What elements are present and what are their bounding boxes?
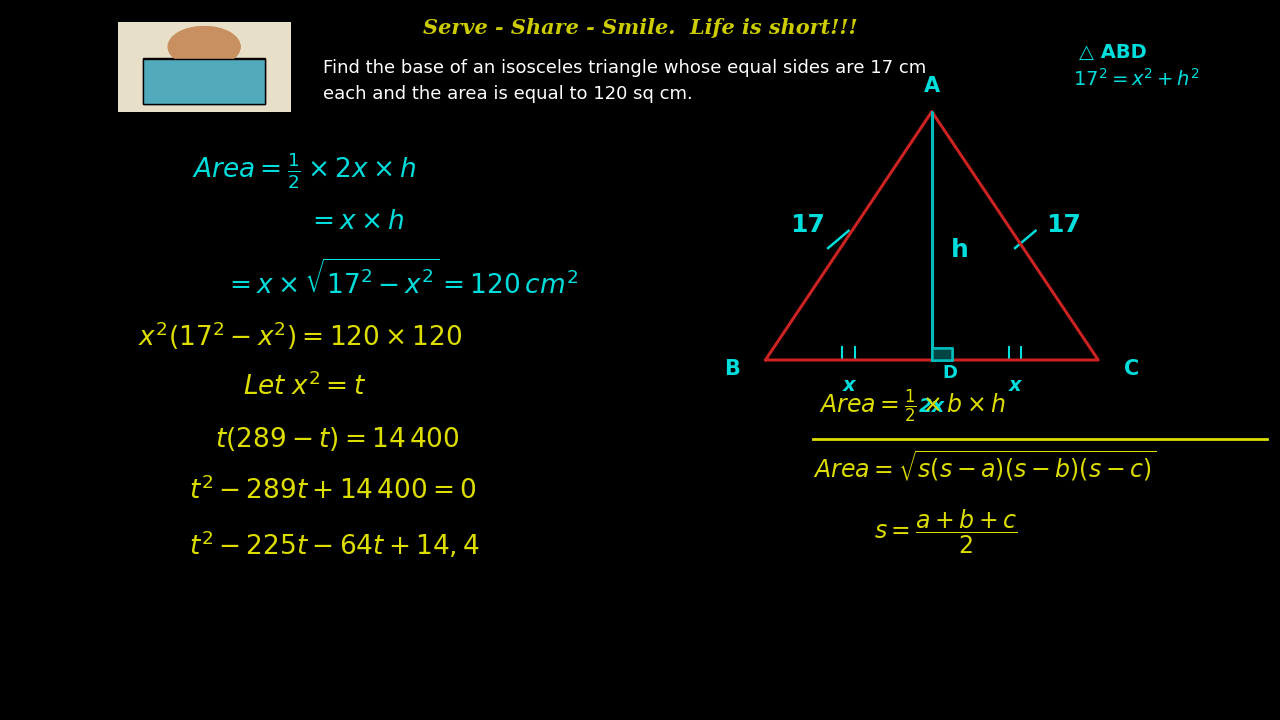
Text: $Area = \sqrt{s(s-a)(s-b)(s-c)}$: $Area = \sqrt{s(s-a)(s-b)(s-c)}$ bbox=[813, 448, 1156, 482]
Text: B: B bbox=[724, 359, 740, 379]
Text: $Area = \frac{1}{2} \times b \times h$: $Area = \frac{1}{2} \times b \times h$ bbox=[819, 387, 1006, 425]
Text: 17: 17 bbox=[1046, 213, 1082, 237]
Text: A: A bbox=[924, 76, 940, 96]
Text: C: C bbox=[1124, 359, 1139, 379]
Circle shape bbox=[169, 27, 241, 67]
Text: $= x \times h$: $= x \times h$ bbox=[307, 209, 404, 235]
Text: $t(289 - t) = 14\,400$: $t(289 - t) = 14\,400$ bbox=[215, 425, 460, 453]
Text: $t^2 - 289t + 14\,400 = 0$: $t^2 - 289t + 14\,400 = 0$ bbox=[189, 477, 477, 505]
Text: $s = \dfrac{a+b+c}{2}$: $s = \dfrac{a+b+c}{2}$ bbox=[874, 508, 1018, 556]
Text: Find the base of an isosceles triangle whose equal sides are 17 cm
each and the : Find the base of an isosceles triangle w… bbox=[323, 59, 925, 104]
Text: 17: 17 bbox=[790, 213, 826, 237]
Text: △ ABD: △ ABD bbox=[1079, 43, 1147, 62]
Text: h: h bbox=[951, 238, 969, 262]
Text: x: x bbox=[1009, 376, 1021, 395]
FancyBboxPatch shape bbox=[118, 22, 291, 112]
FancyBboxPatch shape bbox=[143, 59, 265, 104]
Text: $17^2 = x^2 + h^2$: $17^2 = x^2 + h^2$ bbox=[1073, 68, 1199, 90]
FancyBboxPatch shape bbox=[143, 58, 265, 104]
Text: $= x \times \sqrt{17^2 - x^2} = 120 \, cm^2$: $= x \times \sqrt{17^2 - x^2} = 120 \, c… bbox=[224, 261, 579, 300]
FancyBboxPatch shape bbox=[118, 22, 291, 112]
Text: $t^2 - 225t - 64t + 14,4$: $t^2 - 225t - 64t + 14,4$ bbox=[189, 529, 480, 561]
FancyBboxPatch shape bbox=[932, 348, 952, 360]
Text: $x^2(17^2 - x^2) = 120 \times 120$: $x^2(17^2 - x^2) = 120 \times 120$ bbox=[138, 320, 462, 352]
Text: x: x bbox=[842, 376, 855, 395]
Text: $Area = \frac{1}{2} \times 2x \times h$: $Area = \frac{1}{2} \times 2x \times h$ bbox=[192, 151, 416, 192]
Circle shape bbox=[169, 27, 241, 67]
Text: D: D bbox=[942, 364, 957, 382]
Text: Serve - Share - Smile.  Life is short!!!: Serve - Share - Smile. Life is short!!! bbox=[422, 18, 858, 38]
Text: 2x: 2x bbox=[919, 397, 945, 416]
Text: $Let \; x^2 = t$: $Let \; x^2 = t$ bbox=[243, 373, 366, 402]
